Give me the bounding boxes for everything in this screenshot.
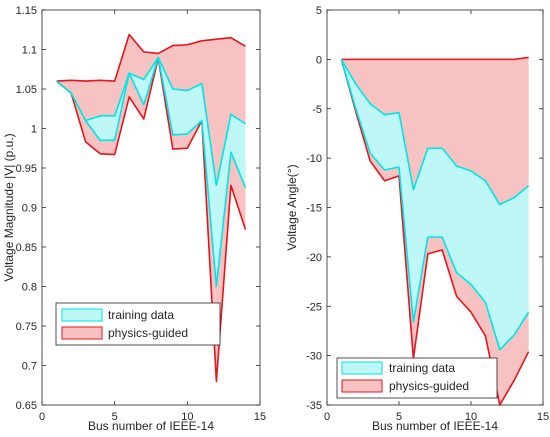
- angle-x-tick-label: 15: [537, 411, 549, 423]
- angle-legend-physics-swatch: [341, 379, 383, 393]
- angle-legend-training-swatch: [341, 361, 383, 375]
- angle-y-tick-label: -25: [306, 301, 322, 313]
- magnitude-training-band: [56, 57, 246, 287]
- angle-physics-upper-line: [341, 56, 529, 61]
- magnitude-x-tick-label: 5: [112, 411, 118, 423]
- magnitude-legend-physics-label: physics-guided: [108, 326, 188, 340]
- angle-training-upper-line: [340, 58, 530, 206]
- magnitude-y-tick-label: 1.15: [16, 5, 37, 17]
- magnitude-legend-training-label: training data: [108, 308, 174, 322]
- angle-areas: [340, 56, 530, 406]
- magnitude-ticks: 0.65 0.7 0.75 0.8 0.85 0.9 0.95 1 1.05 1.1 1.15 0 5 1…: [16, 5, 267, 423]
- angle-y-tick-label: -35: [306, 400, 322, 412]
- angle-training-lower-line: [340, 59, 530, 351]
- angle-y-tick-label: -20: [306, 252, 322, 264]
- magnitude-y-tick-label: 0.9: [22, 203, 37, 215]
- angle-y-tick-label: -10: [306, 153, 322, 165]
- angle-ticks: -35 -30 -25 -20 -15 -10 -5 0 5 0 5 10 15: [306, 5, 549, 423]
- magnitude-physics-upper-line: [56, 33, 246, 82]
- magnitude-x-axis-label: Bus number of IEEE-14: [88, 419, 214, 433]
- magnitude-legend: training data physics-guided: [55, 302, 221, 346]
- angle-x-tick-label: 5: [396, 411, 402, 423]
- angle-legend-training-label: training data: [389, 361, 455, 375]
- angle-y-tick-label: -5: [312, 104, 322, 116]
- magnitude-y-tick-label: 0.7: [22, 361, 37, 373]
- magnitude-y-tick-label: 0.65: [16, 400, 37, 412]
- angle-x-axis-label: Bus number of IEEE-14: [372, 419, 498, 433]
- magnitude-x-tick-label: 15: [254, 411, 266, 423]
- magnitude-training-upper-line: [56, 56, 246, 187]
- magnitude-legend-physics-swatch: [61, 326, 103, 340]
- angle-y-tick-label: 0: [316, 54, 322, 66]
- magnitude-y-tick-label: 1: [31, 124, 37, 136]
- magnitude-y-tick-label: 0.85: [16, 242, 37, 254]
- magnitude-legend-training-swatch: [61, 308, 103, 322]
- magnitude-y-tick-label: 1.05: [16, 84, 37, 96]
- magnitude-x-tick-label: 0: [39, 411, 45, 423]
- magnitude-chart: 0.65 0.7 0.75 0.8 0.85 0.9 0.95 1 1.05 1.1 1.15 0 5 1…: [2, 5, 266, 433]
- angle-y-tick-label: -15: [306, 203, 322, 215]
- angle-chart: -35 -30 -25 -20 -15 -10 -5 0 5 0 5 10 15 Bus number …: [285, 5, 549, 433]
- magnitude-training-lower-line: [56, 56, 247, 288]
- angle-x-tick-label: 10: [465, 411, 477, 423]
- magnitude-y-tick-label: 0.8: [22, 282, 37, 294]
- angle-y-tick-label: 5: [316, 5, 322, 17]
- angle-legend-physics-label: physics-guided: [389, 379, 469, 393]
- magnitude-y-axis-label: Voltage Magnitude |V| (p.u.): [2, 133, 16, 281]
- magnitude-y-tick-label: 0.95: [16, 163, 37, 175]
- angle-x-tick-label: 0: [324, 411, 330, 423]
- magnitude-y-tick-label: 1.1: [22, 45, 37, 57]
- magnitude-x-tick-label: 10: [181, 411, 193, 423]
- angle-y-tick-label: -30: [306, 351, 322, 363]
- angle-legend: training data physics-guided: [336, 357, 498, 399]
- angle-training-band: [341, 59, 529, 350]
- angle-y-axis-label: Voltage Angle(°): [285, 164, 299, 250]
- magnitude-y-tick-label: 0.75: [16, 321, 37, 333]
